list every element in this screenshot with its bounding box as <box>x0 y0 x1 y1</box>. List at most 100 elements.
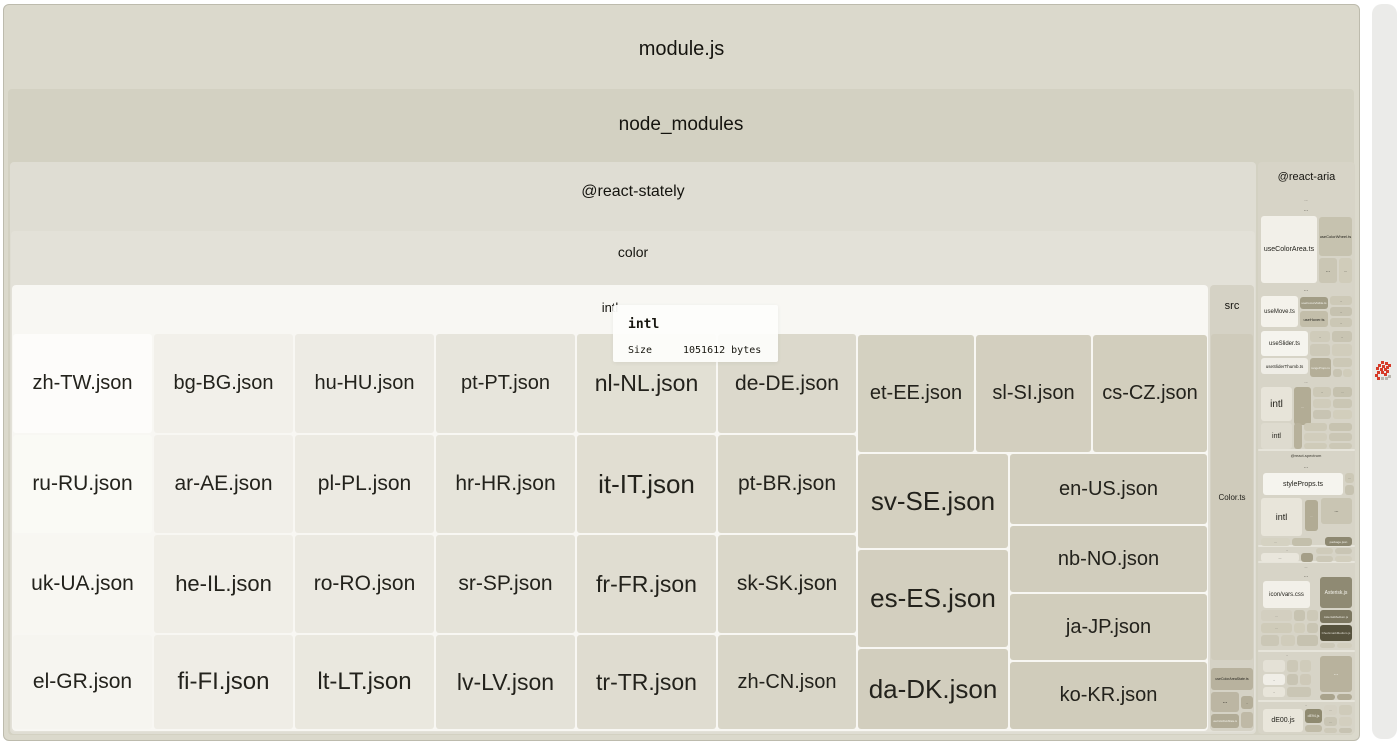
treemap-node-useColorArea.ts[interactable]: useColorArea.ts <box>1261 216 1317 283</box>
treemap-node-styleProps.ts[interactable]: styleProps.ts <box>1263 473 1343 495</box>
treemap-node-useFocusVisible.ts[interactable]: useFocusVisible.ts <box>1300 297 1328 309</box>
treemap-node-useSlider.ts[interactable]: useSlider.ts <box>1261 331 1308 356</box>
treemap-node-...[interactable]: ... <box>1321 498 1352 524</box>
treemap-node-sr-SP.json[interactable]: sr-SP.json <box>436 535 575 633</box>
treemap-node-...[interactable]: ... <box>1320 656 1352 692</box>
treemap-node-box[interactable] <box>1287 687 1311 697</box>
treemap-node-lt-LT.json[interactable]: lt-LT.json <box>295 635 434 729</box>
treemap-node-box[interactable] <box>1313 410 1331 419</box>
treemap-node-box[interactable] <box>1333 399 1352 408</box>
treemap-node-AsteriskMedium.js[interactable]: AsteriskMedium.js <box>1320 610 1352 623</box>
treemap-node-...[interactable]: ... <box>1263 687 1285 697</box>
treemap-node-ru-RU.json[interactable]: ru-RU.json <box>13 435 152 533</box>
treemap-node-box[interactable] <box>1320 694 1335 700</box>
treemap-node-dE94.js[interactable]: dE94.js <box>1305 709 1322 723</box>
treemap-node-box[interactable] <box>1307 610 1318 621</box>
treemap-node-...[interactable]: ... <box>1263 674 1285 685</box>
treemap-node-box[interactable] <box>1305 725 1322 732</box>
treemap-node-...[interactable]: ... <box>1310 331 1330 342</box>
treemap-node-es-ES.json[interactable]: es-ES.json <box>858 550 1008 647</box>
treemap-node-box[interactable] <box>1329 443 1352 449</box>
treemap-node-ja-JP.json[interactable]: ja-JP.json <box>1010 594 1207 660</box>
treemap-node-Asterisk.js[interactable]: Asterisk.js <box>1320 577 1352 608</box>
scrollbar-track[interactable] <box>1372 4 1397 739</box>
treemap-node-lv-LV.json[interactable]: lv-LV.json <box>436 635 575 729</box>
treemap-node-box[interactable] <box>1241 712 1253 728</box>
treemap-node-...[interactable]: ... <box>1261 610 1292 621</box>
treemap-node-useColorFieldState.ts[interactable]: useColorFieldState.ts <box>1211 714 1239 728</box>
treemap-node-nb-NO.json[interactable]: nb-NO.json <box>1010 526 1207 592</box>
treemap-node-cs-CZ.json[interactable]: cs-CZ.json <box>1093 335 1207 452</box>
treemap-node-...[interactable]: ... <box>1330 296 1352 305</box>
treemap-node-ko-KR.json[interactable]: ko-KR.json <box>1010 662 1207 729</box>
treemap-node-box[interactable] <box>1343 369 1352 377</box>
treemap-node-...[interactable]: ... <box>1324 717 1337 726</box>
treemap-node-rangeProps.ts[interactable]: rangeProps.ts <box>1310 358 1331 377</box>
treemap-node-...[interactable]: ... <box>1211 692 1239 712</box>
treemap-node-box[interactable] <box>1304 423 1327 431</box>
treemap-node-...[interactable]: ... <box>1330 307 1352 316</box>
treemap-node-package.json[interactable]: package.json <box>1325 537 1352 546</box>
treemap-node-useColorAreaState.ts[interactable]: useColorAreaState.ts <box>1211 668 1253 690</box>
treemap-node-icon-vars.css[interactable]: icon/vars.css <box>1263 581 1310 608</box>
treemap-node-hr-HR.json[interactable]: hr-HR.json <box>436 435 575 533</box>
treemap-node-ro-RO.json[interactable]: ro-RO.json <box>295 535 434 633</box>
treemap-node-hu-HU.json[interactable]: hu-HU.json <box>295 334 434 433</box>
treemap-node-box[interactable] <box>1300 674 1311 685</box>
treemap-node-box[interactable] <box>1261 635 1279 646</box>
treemap-node-useColorWheel.ts[interactable]: useColorWheel.ts <box>1319 217 1352 256</box>
treemap-node-box[interactable] <box>1329 423 1352 431</box>
treemap-node-et-EE.json[interactable]: et-EE.json <box>858 335 974 452</box>
treemap-node-it-IT.json[interactable]: it-IT.json <box>577 435 716 533</box>
treemap-node-box[interactable] <box>1307 623 1318 633</box>
treemap-node-box[interactable] <box>1292 538 1312 546</box>
treemap-node-sl-SI.json[interactable]: sl-SI.json <box>976 335 1091 452</box>
treemap-node-en-US.json[interactable]: en-US.json <box>1010 454 1207 524</box>
treemap-node-...[interactable]: ... <box>1241 696 1253 709</box>
treemap-node-fr-FR.json[interactable]: fr-FR.json <box>577 535 716 633</box>
treemap-node-fi-FI.json[interactable]: fi-FI.json <box>154 635 293 729</box>
treemap-node-zh-TW.json[interactable]: zh-TW.json <box>13 334 152 433</box>
treemap-node-box[interactable] <box>1297 635 1318 646</box>
treemap-node-box[interactable] <box>1316 556 1333 562</box>
treemap-node-el-GR.json[interactable]: el-GR.json <box>13 635 152 729</box>
treemap-node-intl[interactable]: intl <box>1261 498 1302 536</box>
treemap-node-...[interactable]: ... <box>1305 500 1318 531</box>
treemap-node-intl[interactable]: intl <box>1261 423 1292 449</box>
treemap-node-box[interactable] <box>1301 553 1313 562</box>
treemap-node-box[interactable] <box>1320 643 1335 648</box>
treemap-node-pt-BR.json[interactable]: pt-BR.json <box>718 435 856 533</box>
treemap-node-box[interactable] <box>1310 344 1330 356</box>
treemap-node-box[interactable] <box>1281 635 1295 646</box>
treemap-node-useHover.ts[interactable]: useHover.ts <box>1300 311 1328 327</box>
treemap-node-da-DK.json[interactable]: da-DK.json <box>858 649 1008 729</box>
treemap-node-...[interactable]: ... <box>1332 331 1352 342</box>
treemap-node-sv-SE.json[interactable]: sv-SE.json <box>858 454 1008 548</box>
treemap-node-...[interactable]: ... <box>1330 318 1352 327</box>
treemap-node-box[interactable] <box>1287 660 1298 672</box>
treemap-node-box[interactable] <box>1313 399 1331 408</box>
treemap-node-...[interactable]: ... <box>1333 387 1352 397</box>
treemap-node-zh-CN.json[interactable]: zh-CN.json <box>718 635 856 729</box>
treemap-node-box[interactable] <box>1329 433 1352 441</box>
treemap-node-dE00.js[interactable]: dE00.js <box>1263 709 1303 732</box>
treemap-node-box[interactable] <box>1294 423 1302 449</box>
treemap-node-...[interactable]: ... <box>1324 705 1337 715</box>
treemap-node-box[interactable] <box>1300 660 1311 672</box>
treemap-node-box[interactable] <box>1294 610 1305 621</box>
treemap-node-box[interactable] <box>1316 548 1333 554</box>
treemap-node-...[interactable]: ... <box>1339 258 1352 283</box>
treemap-node-box[interactable] <box>1335 556 1352 562</box>
treemap-node-...[interactable]: ... <box>1294 387 1311 425</box>
treemap-node-pt-PT.json[interactable]: pt-PT.json <box>436 334 575 433</box>
treemap-node-box[interactable] <box>1339 705 1352 715</box>
treemap-node-bg-BG.json[interactable]: bg-BG.json <box>154 334 293 433</box>
treemap-node-uk-UA.json[interactable]: uk-UA.json <box>13 535 152 633</box>
treemap-node-...[interactable]: ... <box>1345 473 1354 483</box>
treemap-node-CheckmarkMedium.js[interactable]: CheckmarkMedium.js <box>1320 625 1352 641</box>
treemap-node-pl-PL.json[interactable]: pl-PL.json <box>295 435 434 533</box>
treemap-node-box[interactable] <box>1324 728 1337 733</box>
treemap-node-box[interactable] <box>1337 694 1352 700</box>
treemap-node-box[interactable] <box>1294 623 1305 633</box>
treemap-node-...[interactable]: ... <box>1319 258 1337 283</box>
